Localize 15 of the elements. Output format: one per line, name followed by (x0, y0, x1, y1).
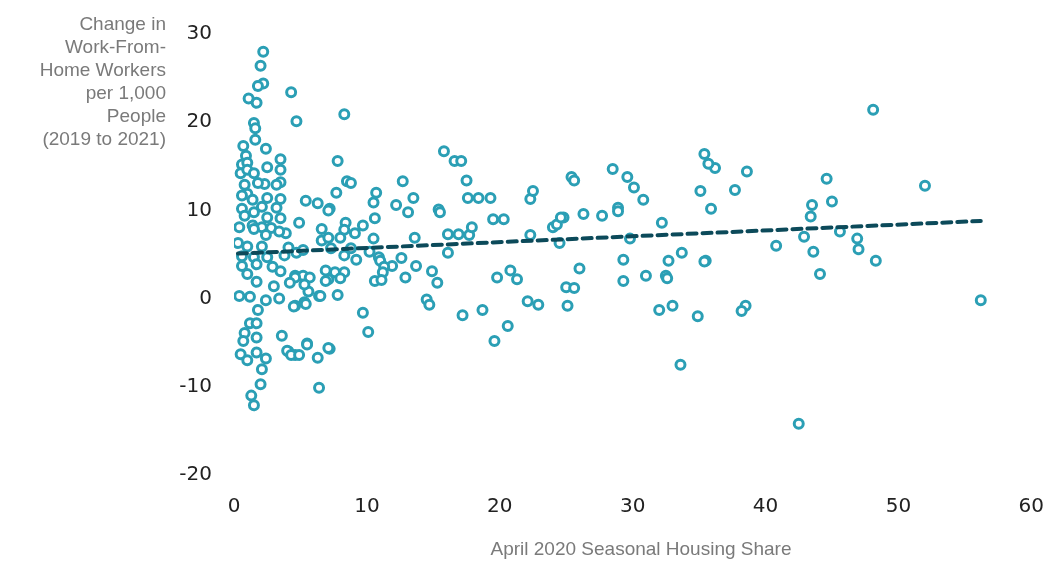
x-tick-label: 10 (354, 493, 380, 518)
y-axis-title: Change in Work-From- Home Workers per 1,000 People (2019 to 2021) (39, 12, 166, 150)
y-tick-label: 20 (186, 108, 212, 133)
y-tick-label: -10 (179, 373, 212, 397)
x-tick-label: 40 (752, 493, 779, 518)
x-tick-label: 0 (227, 493, 241, 518)
x-axis-title: April 2020 Seasonal Housing Share (489, 538, 793, 560)
x-tick-label: 60 (1018, 493, 1044, 518)
x-tick-label: 20 (487, 493, 513, 518)
y-tick-label: -20 (179, 461, 212, 486)
y-tick-label: 10 (186, 196, 212, 221)
y-tick-label: 0 (199, 284, 212, 309)
y-tick-label: 30 (186, 20, 212, 45)
x-tick-label: 30 (619, 493, 646, 518)
x-tick-label: 50 (885, 493, 912, 518)
